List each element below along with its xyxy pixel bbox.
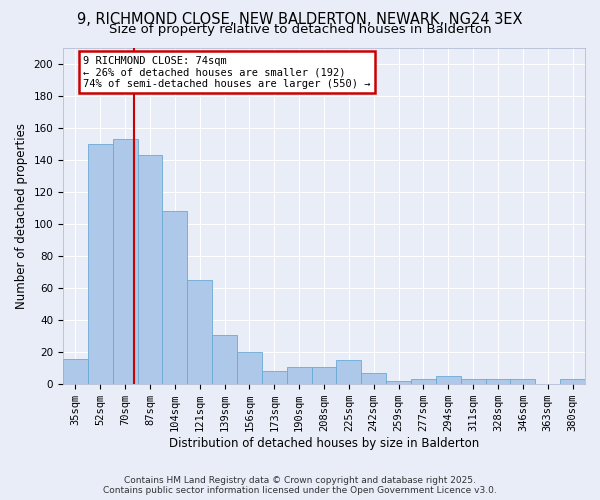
Bar [237,352,262,384]
Bar [113,139,137,384]
Bar [436,376,461,384]
Text: Size of property relative to detached houses in Balderton: Size of property relative to detached ho… [109,22,491,36]
Text: 9 RICHMOND CLOSE: 74sqm
← 26% of detached houses are smaller (192)
74% of semi-d: 9 RICHMOND CLOSE: 74sqm ← 26% of detache… [83,56,370,88]
Y-axis label: Number of detached properties: Number of detached properties [15,123,28,309]
Bar [386,381,411,384]
Text: Contains HM Land Registry data © Crown copyright and database right 2025.
Contai: Contains HM Land Registry data © Crown c… [103,476,497,495]
Bar [63,358,88,384]
Bar [361,373,386,384]
Bar [137,155,163,384]
Bar [461,380,485,384]
Bar [163,211,187,384]
Bar [485,380,511,384]
Bar [311,366,337,384]
Bar [187,280,212,384]
Bar [88,144,113,384]
Bar [411,380,436,384]
Bar [560,380,585,384]
X-axis label: Distribution of detached houses by size in Balderton: Distribution of detached houses by size … [169,437,479,450]
Text: 9, RICHMOND CLOSE, NEW BALDERTON, NEWARK, NG24 3EX: 9, RICHMOND CLOSE, NEW BALDERTON, NEWARK… [77,12,523,28]
Bar [337,360,361,384]
Bar [262,372,287,384]
Bar [287,366,311,384]
Bar [212,334,237,384]
Bar [511,380,535,384]
